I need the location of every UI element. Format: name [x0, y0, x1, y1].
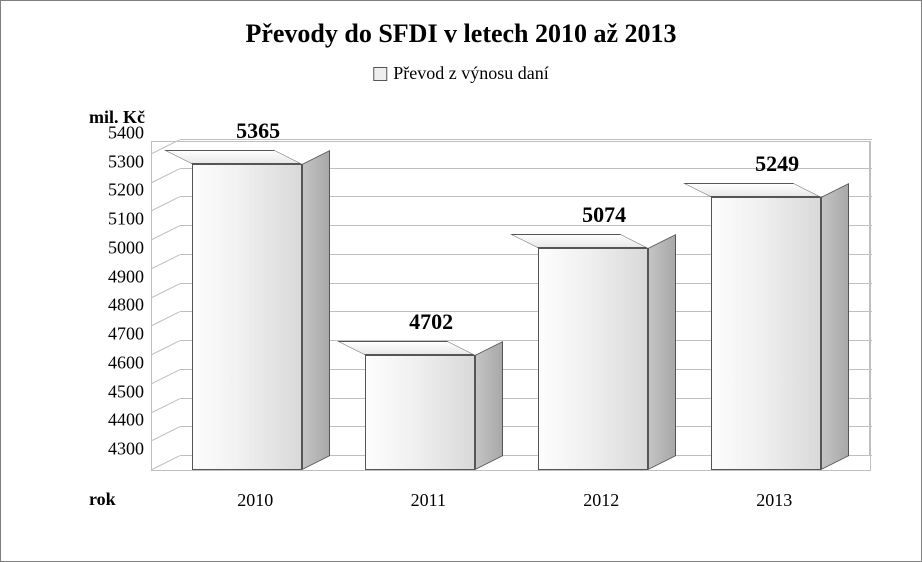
ytick-label: 4700	[108, 324, 152, 345]
ytick-label: 5000	[108, 237, 152, 258]
bar	[538, 248, 648, 470]
ytick-label: 5200	[108, 180, 152, 201]
bar-value-label: 5074	[582, 202, 626, 228]
ytick-label: 5300	[108, 151, 152, 172]
x-axis-title: rok	[89, 489, 116, 510]
legend-label: Převod z výnosu daní	[393, 63, 548, 84]
xtick-label: 2012	[583, 470, 619, 511]
ytick-label: 4400	[108, 410, 152, 431]
bar	[365, 355, 475, 470]
legend-swatch	[373, 67, 387, 81]
ytick-label: 5400	[108, 123, 152, 144]
bar-value-label: 4702	[409, 309, 453, 335]
plot-area: 4300440045004600470048004900500051005200…	[151, 141, 871, 471]
ytick-label: 5100	[108, 209, 152, 230]
bar	[192, 164, 302, 470]
chart-frame: Převody do SFDI v letech 2010 až 2013 Př…	[0, 0, 922, 562]
ytick-label: 4500	[108, 381, 152, 402]
ytick-label: 4300	[108, 439, 152, 460]
bar-value-label: 5249	[755, 151, 799, 177]
xtick-label: 2011	[411, 470, 446, 511]
ytick-label: 4600	[108, 352, 152, 373]
chart-title: Převody do SFDI v letech 2010 až 2013	[1, 19, 921, 49]
ytick-label: 4900	[108, 266, 152, 287]
legend: Převod z výnosu daní	[373, 63, 548, 84]
xtick-label: 2013	[756, 470, 792, 511]
ytick-label: 4800	[108, 295, 152, 316]
bar-value-label: 5365	[236, 118, 280, 144]
bar	[711, 197, 821, 470]
xtick-label: 2010	[237, 470, 273, 511]
